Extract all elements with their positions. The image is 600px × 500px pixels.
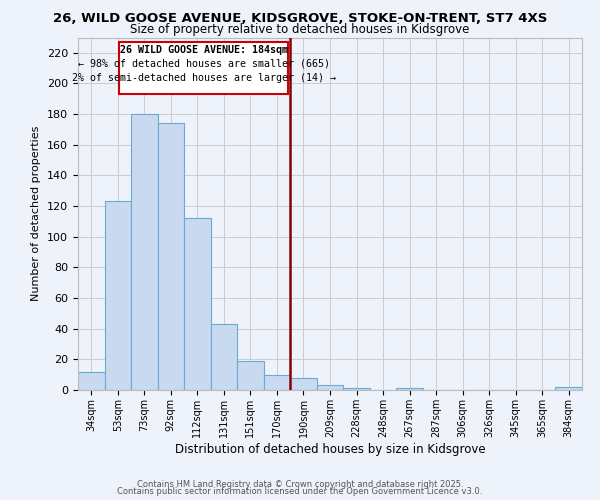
Bar: [343, 388, 370, 390]
Text: Contains HM Land Registry data © Crown copyright and database right 2025.: Contains HM Land Registry data © Crown c…: [137, 480, 463, 489]
Bar: [317, 386, 343, 390]
Bar: [263, 374, 290, 390]
Text: 26 WILD GOOSE AVENUE: 184sqm: 26 WILD GOOSE AVENUE: 184sqm: [119, 45, 287, 55]
Text: Contains public sector information licensed under the Open Government Licence v3: Contains public sector information licen…: [118, 488, 482, 496]
Text: 26, WILD GOOSE AVENUE, KIDSGROVE, STOKE-ON-TRENT, ST7 4XS: 26, WILD GOOSE AVENUE, KIDSGROVE, STOKE-…: [53, 12, 547, 26]
Text: ← 98% of detached houses are smaller (665): ← 98% of detached houses are smaller (66…: [77, 59, 329, 69]
Text: Size of property relative to detached houses in Kidsgrove: Size of property relative to detached ho…: [130, 22, 470, 36]
Bar: [104, 202, 131, 390]
Bar: [237, 361, 263, 390]
Text: 2% of semi-detached houses are larger (14) →: 2% of semi-detached houses are larger (1…: [71, 72, 335, 83]
Bar: [211, 324, 237, 390]
Bar: [158, 124, 184, 390]
Bar: [184, 218, 211, 390]
Bar: [556, 387, 582, 390]
Bar: [397, 388, 423, 390]
X-axis label: Distribution of detached houses by size in Kidsgrove: Distribution of detached houses by size …: [175, 442, 485, 456]
Y-axis label: Number of detached properties: Number of detached properties: [31, 126, 41, 302]
FancyBboxPatch shape: [119, 42, 288, 94]
Bar: [131, 114, 158, 390]
Bar: [78, 372, 104, 390]
Bar: [290, 378, 317, 390]
